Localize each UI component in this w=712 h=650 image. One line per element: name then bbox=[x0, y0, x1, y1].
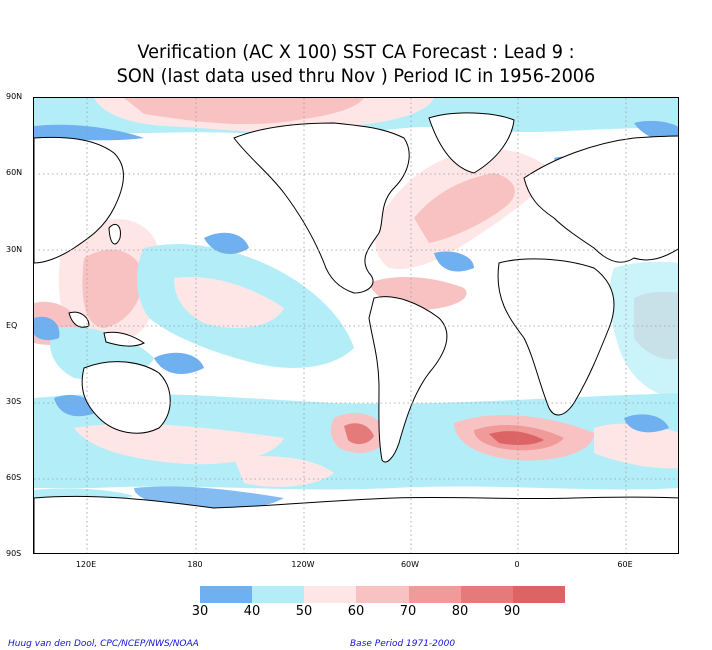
lat-label-60s: 60S bbox=[6, 473, 22, 482]
eurasia bbox=[523, 135, 678, 263]
australia bbox=[81, 361, 171, 434]
antarctica bbox=[34, 495, 678, 553]
colorbar-label-90: 90 bbox=[503, 604, 521, 619]
map-title-line-1: Verification (AC X 100) SST CA Forecast … bbox=[137, 41, 575, 63]
colorbar-label-50: 50 bbox=[295, 604, 313, 619]
map-canvas bbox=[34, 98, 678, 553]
lat-label-eq: EQ bbox=[6, 321, 18, 330]
lon-label-60e: 60E bbox=[617, 560, 633, 569]
colorbar-box-30-40 bbox=[200, 586, 253, 603]
lat-label-90n: 90N bbox=[6, 92, 23, 101]
greenland bbox=[428, 112, 515, 174]
lon-label-0: 0 bbox=[514, 560, 520, 569]
colorbar bbox=[200, 586, 565, 603]
map-title-line-2: SON (last data used thru Nov ) Period IC… bbox=[116, 65, 596, 87]
lat-label-60n: 60N bbox=[6, 168, 23, 177]
colorbar-box-40-50 bbox=[252, 586, 305, 603]
credit-base-period: Base Period 1971-2000 bbox=[350, 639, 456, 649]
colorbar-box-60-70 bbox=[356, 586, 409, 603]
colorbar-label-60: 60 bbox=[347, 604, 365, 619]
lat-label-30s: 30S bbox=[6, 397, 22, 406]
japan bbox=[108, 223, 121, 245]
lat-label-30n: 30N bbox=[6, 245, 23, 254]
lon-label-180: 180 bbox=[187, 560, 203, 569]
colorbar-box-50-60 bbox=[304, 586, 357, 603]
north-america bbox=[233, 122, 410, 294]
colorbar-label-30: 30 bbox=[191, 604, 209, 619]
colorbar-box-80-90 bbox=[460, 586, 513, 603]
indonesia bbox=[103, 331, 145, 347]
colorbar-label-40: 40 bbox=[243, 604, 261, 619]
asia-west bbox=[34, 136, 124, 264]
colorbar-label-80: 80 bbox=[451, 604, 469, 619]
colorbar-label-70: 70 bbox=[399, 604, 417, 619]
lon-label-60w: 60W bbox=[400, 560, 420, 569]
world-map bbox=[33, 97, 679, 554]
africa bbox=[497, 258, 615, 416]
lat-label-90s: 90S bbox=[6, 549, 22, 558]
colorbar-box-70-80 bbox=[408, 586, 461, 603]
credit-author: Huug van den Dool, CPC/NCEP/NWS/NOAA bbox=[8, 639, 199, 649]
correlation-shading bbox=[34, 98, 678, 511]
colorbar-box-90-up bbox=[512, 586, 565, 603]
land-masses bbox=[34, 112, 678, 553]
south-america bbox=[368, 296, 448, 463]
lon-label-120e: 120E bbox=[75, 560, 97, 569]
lon-label-120w: 120W bbox=[291, 560, 315, 569]
